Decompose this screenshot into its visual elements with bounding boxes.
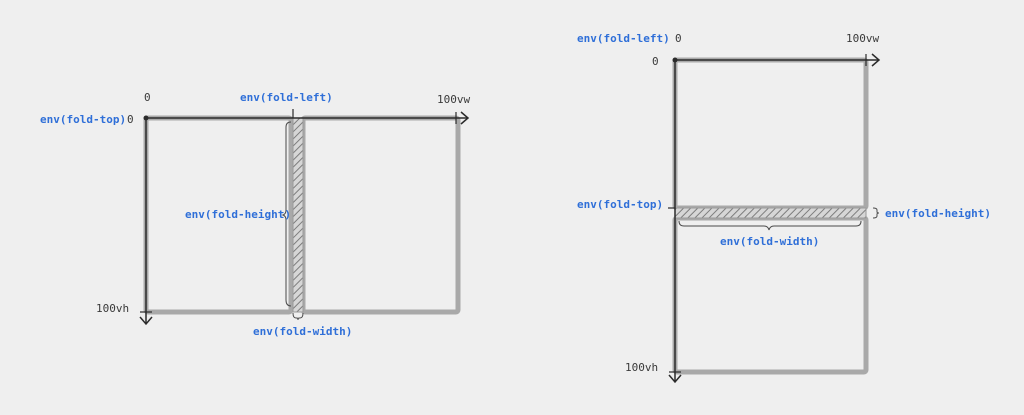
origin-x-label: 0: [675, 32, 682, 45]
fold-area: [674, 207, 867, 219]
fold-area: [292, 117, 304, 313]
y-axis-arrow: [139, 118, 153, 326]
fold-width-label: env(fold-width): [253, 325, 352, 338]
origin-y-label: 0: [652, 55, 659, 68]
x-axis-arrow: [146, 111, 470, 125]
x-end-label: 100vw: [846, 32, 879, 45]
fold-height-label: env(fold-height): [885, 207, 991, 220]
fold-height-brace: [281, 121, 292, 307]
origin-dot: [672, 57, 678, 63]
origin-x-label: 0: [144, 91, 151, 104]
fold-top-label: env(fold-top): [40, 113, 126, 126]
fold-height-label: env(fold-height): [185, 208, 291, 221]
x-axis-arrow: [675, 53, 881, 67]
fold-height-brace: [872, 207, 880, 219]
origin-y-label: 0: [127, 113, 134, 126]
origin-dot: [143, 115, 149, 121]
fold-width-label: env(fold-width): [720, 235, 819, 248]
y-axis-arrow: [668, 60, 682, 384]
fold-width-brace: [292, 312, 304, 321]
left-diagram: 0 env(fold-left) 100vw env(fold-top) 0 e…: [40, 91, 470, 338]
y-end-label: 100vh: [625, 361, 658, 374]
x-end-label: 100vw: [437, 93, 470, 106]
fold-top-label: env(fold-top): [577, 198, 663, 211]
y-end-label: 100vh: [96, 302, 129, 315]
fold-left-label: env(fold-left): [577, 32, 670, 45]
right-screen-panel: [300, 115, 461, 315]
right-diagram: env(fold-left) 0 100vw 0 env(fold-top) e…: [577, 32, 991, 384]
top-screen-panel: [672, 57, 869, 211]
fold-width-brace: [678, 220, 862, 231]
fold-left-label: env(fold-left): [240, 91, 333, 104]
